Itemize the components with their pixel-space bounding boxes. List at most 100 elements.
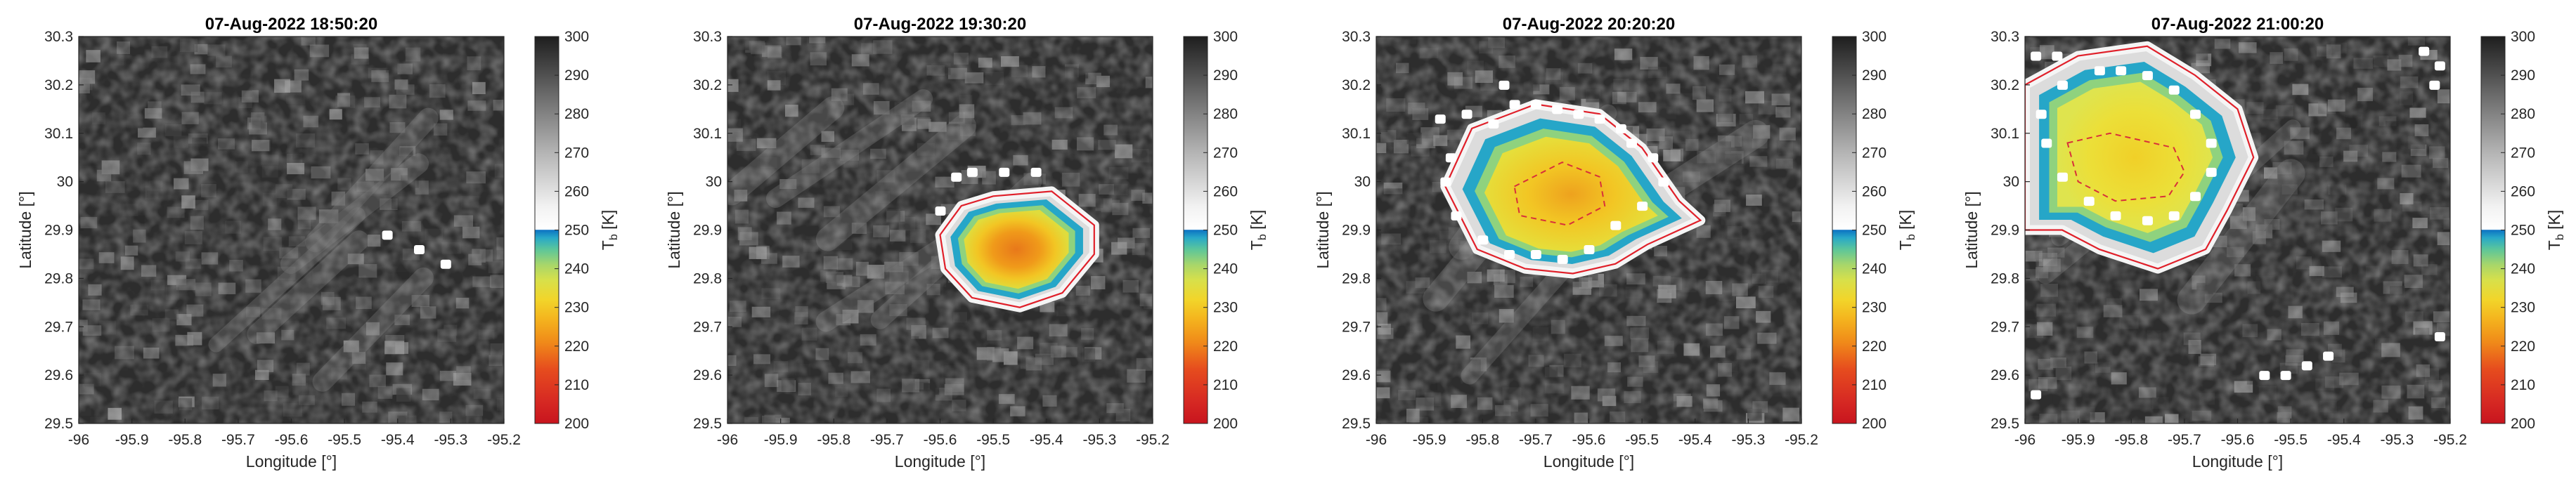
colorbar-tick-label: 290 bbox=[1213, 67, 1238, 84]
cold-pixel bbox=[1435, 114, 1446, 124]
colorbar-tick-label: 220 bbox=[1213, 338, 1238, 355]
y-tick-label: 30.2 bbox=[44, 77, 73, 93]
cold-pixel bbox=[2323, 351, 2334, 361]
colorbar-tick-label: 200 bbox=[2511, 416, 2535, 432]
x-tick-label: -95.2 bbox=[1785, 432, 1818, 448]
colorbar-tick-label: 270 bbox=[564, 145, 589, 161]
y-tick-label: 29.9 bbox=[693, 223, 722, 239]
colorbar-tick-label: 270 bbox=[1213, 145, 1238, 161]
x-tick-label: -95.3 bbox=[434, 432, 467, 448]
x-tick-label: -95.2 bbox=[487, 432, 521, 448]
cold-pixel bbox=[1499, 80, 1510, 90]
x-tick-label: -95.6 bbox=[2221, 432, 2255, 448]
cold-pixel bbox=[2259, 371, 2270, 381]
panel-title: 07-Aug-2022 20:20:20 bbox=[1503, 15, 1675, 34]
storm-contour bbox=[2025, 45, 2255, 270]
y-tick-label: 30.1 bbox=[693, 126, 722, 142]
x-tick-label: -95.3 bbox=[1731, 432, 1765, 448]
cold-pixel bbox=[2434, 61, 2445, 71]
x-tick-label: -95.7 bbox=[2168, 432, 2201, 448]
colorbar-tick-label: 240 bbox=[1213, 261, 1238, 277]
x-tick-label: -95.8 bbox=[168, 432, 202, 448]
colorbar-tick-label: 230 bbox=[1862, 300, 1886, 316]
y-axis-label: Latitude [°] bbox=[1314, 191, 1332, 268]
colorbar-tick-label: 220 bbox=[564, 338, 589, 355]
panel-title: 07-Aug-2022 21:00:20 bbox=[2151, 15, 2324, 34]
cold-pixel bbox=[2206, 167, 2217, 177]
core-contour bbox=[2066, 132, 2186, 202]
colorbar-tick-label: 230 bbox=[1213, 300, 1238, 316]
heatmap-panel-3: -96 -95.9 -95.8 -95.7 -95.6 -95.5 -95.4 -95.3 -9… bbox=[1314, 15, 1917, 471]
cold-pixel bbox=[2190, 192, 2201, 202]
y-tick-label: 29.7 bbox=[44, 319, 73, 335]
cold-pixel bbox=[1030, 167, 1042, 177]
x-tick-label: -95.2 bbox=[1136, 432, 1170, 448]
colorbar-tick-label: 280 bbox=[1213, 106, 1238, 122]
y-tick-label: 29.6 bbox=[693, 367, 722, 383]
y-tick-label: 30.1 bbox=[44, 126, 73, 142]
panel-title: 07-Aug-2022 18:50:20 bbox=[205, 15, 377, 34]
cold-pixel bbox=[1594, 114, 1605, 124]
cold-pixel bbox=[2142, 216, 2153, 225]
cold-pixel bbox=[2190, 110, 2201, 119]
y-tick-label: 30.1 bbox=[1991, 126, 2019, 142]
cold-pixel bbox=[2035, 110, 2047, 119]
colorbar-tick-label: 230 bbox=[564, 300, 589, 316]
cold-pixel bbox=[2057, 172, 2068, 182]
y-tick-label: 29.5 bbox=[1342, 416, 1371, 432]
cold-pixel bbox=[2083, 197, 2095, 206]
x-tick-label: -95.9 bbox=[1413, 432, 1446, 448]
colorbar-tick-label: 270 bbox=[1862, 145, 1886, 161]
x-tick-label: -95.4 bbox=[1030, 432, 1063, 448]
cold-pixel bbox=[951, 172, 962, 182]
colorbar-tick-label: 220 bbox=[2511, 338, 2535, 355]
heatmap-panel-1: -96 -95.9 -95.8 -95.7 -95.6 -95.5 -95.4 -95.3 -9… bbox=[16, 15, 620, 471]
colorbar-label: Tb [K] bbox=[1896, 210, 1917, 250]
x-tick-label: -95.6 bbox=[275, 432, 309, 448]
y-tick-label: 30.3 bbox=[1991, 29, 2019, 45]
cold-pixel bbox=[1477, 235, 1489, 245]
y-tick-label: 29.5 bbox=[44, 416, 73, 432]
y-tick-label: 30.3 bbox=[44, 29, 73, 45]
storm-contour bbox=[1444, 103, 1702, 275]
y-tick-label: 29.6 bbox=[1342, 367, 1371, 383]
y-tick-label: 29.9 bbox=[1991, 223, 2019, 239]
x-tick-label: -95.8 bbox=[1465, 432, 1499, 448]
colorbar-tick-label: 260 bbox=[564, 183, 589, 199]
cold-pixel bbox=[440, 259, 451, 269]
x-tick-label: -95.7 bbox=[870, 432, 904, 448]
cold-pixel bbox=[1648, 153, 1659, 163]
x-tick-label: -95.9 bbox=[2062, 432, 2095, 448]
colorbar-tick-label: 300 bbox=[1213, 29, 1238, 45]
x-tick-label: -95.5 bbox=[2274, 432, 2308, 448]
x-tick-label: -95.8 bbox=[2114, 432, 2148, 448]
x-tick-label: -95.3 bbox=[1082, 432, 1116, 448]
colorbar-tick-label: 280 bbox=[2511, 106, 2535, 122]
colorbar-tick-label: 210 bbox=[564, 377, 589, 393]
cold-pixel bbox=[2110, 211, 2121, 221]
storm-contour bbox=[939, 190, 1095, 308]
cold-pixel bbox=[1445, 153, 1456, 163]
x-axis-label: Longitude [°] bbox=[246, 452, 337, 471]
colorbar-tick-label: 280 bbox=[564, 106, 589, 122]
cold-pixel bbox=[1461, 110, 1473, 119]
heatmap-panel-2: -96 -95.9 -95.8 -95.7 -95.6 -95.5 -95.4 -95.3 -9… bbox=[665, 15, 1269, 471]
cold-pixel bbox=[1584, 245, 1595, 255]
texture-overlay bbox=[79, 37, 504, 423]
x-tick-label: -95.7 bbox=[1519, 432, 1553, 448]
colorbar-label: Tb [K] bbox=[2545, 210, 2566, 250]
y-tick-label: 30.2 bbox=[1342, 77, 1371, 93]
x-tick-label: -95.6 bbox=[924, 432, 957, 448]
y-tick-label: 30.2 bbox=[1991, 77, 2019, 93]
colorbar-tick-label: 240 bbox=[1862, 261, 1886, 277]
cold-pixel bbox=[1557, 254, 1568, 264]
cold-pixel bbox=[966, 167, 978, 177]
x-tick-label: -95.6 bbox=[1572, 432, 1606, 448]
x-tick-label: -95.2 bbox=[2433, 432, 2467, 448]
pixel-field bbox=[1376, 37, 1801, 423]
cold-pixel bbox=[2142, 71, 2153, 81]
y-axis-label: Latitude [°] bbox=[665, 191, 683, 268]
y-tick-label: 29.8 bbox=[693, 270, 722, 287]
y-tick-label: 29.8 bbox=[44, 270, 73, 287]
y-tick-label: 29.7 bbox=[1991, 319, 2019, 335]
